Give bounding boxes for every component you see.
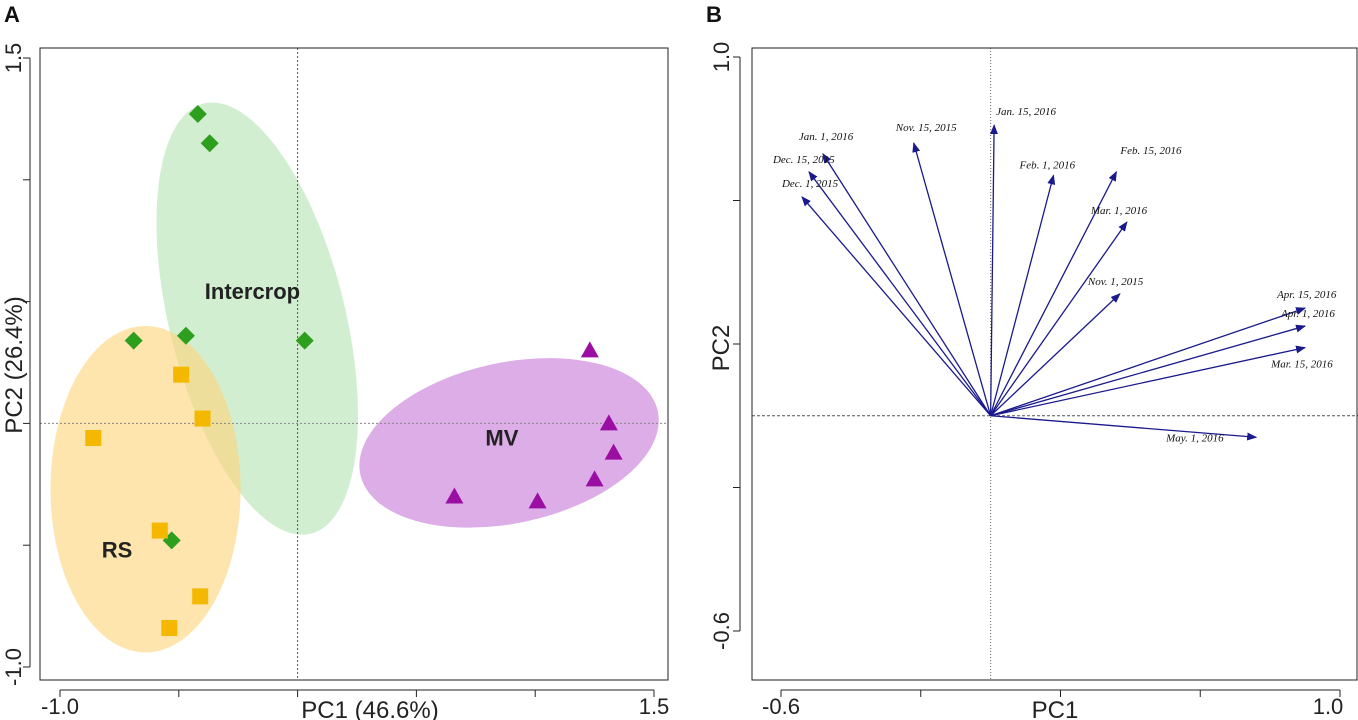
- ellipse-rs: [50, 325, 241, 653]
- vector-apr-1-2016: [990, 324, 1307, 417]
- panel-b-label: B: [706, 2, 722, 27]
- group-label-rs: RS: [102, 537, 133, 562]
- point-rs-5: [192, 588, 209, 605]
- point-rs-3: [194, 410, 211, 427]
- vector-dec-15-2015: [808, 170, 992, 417]
- panel-b-vectors: [801, 124, 1307, 441]
- vector-label-jan-1-2016: Jan. 1, 2016: [799, 131, 854, 143]
- panel-a-tick-labels: -1.0 1.5 -1.0 1.5: [1, 43, 669, 719]
- group-label-intercrop: Intercrop: [205, 279, 300, 304]
- vector-jan-1-2016: [822, 153, 992, 417]
- vector-feb-1-2016: [989, 174, 1056, 416]
- vector-label-may-1-2016: May. 1, 2016: [1165, 432, 1224, 444]
- panel-a-points: [85, 105, 623, 637]
- panel-b-plot-frame: [751, 47, 1358, 681]
- panel-b: B Jan. 15, 2016 Nov. 15, 2015 Jan. 1, 2016…: [706, 2, 1358, 720]
- y-tick-label-1: -1.0: [1, 648, 26, 686]
- point-intercrop-4: [176, 326, 195, 345]
- vector-jan-15-2016: [989, 124, 999, 416]
- panel-a-x-axis-title: PC1 (46.6%): [301, 697, 438, 720]
- vector-label-feb-15-2016: Feb. 15, 2016: [1119, 145, 1182, 157]
- point-intercrop-3: [124, 331, 143, 350]
- y-tick-label-2: 1.0: [709, 42, 734, 73]
- vector-nov-15-2015: [912, 142, 992, 416]
- panel-a-label: A: [4, 2, 20, 27]
- point-mv-6: [528, 492, 547, 509]
- panel-a-axes: [23, 57, 655, 697]
- panel-b-y-axis-title: PC2: [708, 325, 735, 372]
- y-tick-label-2: 1.5: [1, 43, 26, 74]
- point-mv-1: [580, 341, 599, 358]
- point-rs-6: [161, 620, 178, 637]
- point-intercrop-5: [295, 331, 314, 350]
- x-tick-label-1: -1.0: [41, 694, 79, 719]
- vector-feb-15-2016: [990, 170, 1117, 417]
- vector-label-jan-15-2016: Jan. 15, 2016: [996, 106, 1056, 118]
- point-rs-4: [151, 522, 168, 539]
- ellipse-mv: [359, 358, 659, 528]
- vector-apr-15-2016: [990, 307, 1307, 417]
- vector-label-apr-1-2016: Apr. 1, 2016: [1280, 308, 1335, 320]
- vector-may-1-2016: [990, 415, 1258, 441]
- x-tick-label-2: 1.5: [639, 694, 670, 719]
- panel-a-reference-lines: [40, 48, 668, 680]
- panel-a-y-axis-title: PC2 (26.4%): [1, 296, 28, 433]
- panel-b-tick-labels: -0.6 1.0 -0.6 1.0: [709, 42, 1343, 719]
- point-rs-1: [85, 430, 102, 447]
- x-tick-label-1: -0.6: [762, 694, 800, 719]
- vector-nov-1-2015: [990, 293, 1121, 417]
- vector-dec-1-2015: [801, 196, 992, 417]
- panel-b-axes: [733, 56, 1341, 697]
- vector-label-mar-1-2016: Mar. 1, 2016: [1090, 205, 1148, 217]
- vector-label-dec-1-2015: Dec. 1, 2015: [781, 178, 839, 190]
- point-mv-3: [604, 443, 623, 460]
- panel-a-ellipses: [50, 102, 659, 653]
- x-tick-label-2: 1.0: [1313, 694, 1344, 719]
- vector-label-apr-15-2016: Apr. 15, 2016: [1276, 289, 1337, 301]
- vector-mar-1-2016: [990, 221, 1128, 417]
- panel-a-group-labels: Intercrop RS MV: [102, 279, 519, 562]
- group-label-mv: MV: [485, 425, 518, 450]
- panel-b-x-axis-title: PC1: [1032, 697, 1079, 720]
- vector-label-nov-1-2015: Nov. 1, 2015: [1087, 276, 1144, 288]
- vector-label-dec-15-2015: Dec. 15, 2015: [772, 154, 835, 166]
- panel-a-plot-frame: [39, 47, 669, 681]
- vector-mar-15-2016: [990, 345, 1307, 417]
- panel-b-vector-labels: Jan. 15, 2016 Nov. 15, 2015 Jan. 1, 2016 De…: [772, 106, 1337, 444]
- point-mv-2: [599, 414, 618, 431]
- point-mv-4: [585, 470, 604, 487]
- point-mv-5: [445, 487, 464, 504]
- point-intercrop-1: [188, 105, 207, 124]
- y-tick-label-1: -0.6: [709, 612, 734, 650]
- vector-label-mar-15-2016: Mar. 15, 2016: [1270, 359, 1333, 371]
- vector-label-feb-1-2016: Feb. 1, 2016: [1019, 159, 1076, 171]
- point-rs-2: [173, 366, 190, 383]
- panel-a: A Intercrop RS MV -1.0 1.5 -1.0 1.5 PC1 (46.6…: [1, 2, 669, 720]
- point-intercrop-2: [200, 134, 219, 153]
- vector-label-nov-15-2015: Nov. 15, 2015: [895, 122, 957, 134]
